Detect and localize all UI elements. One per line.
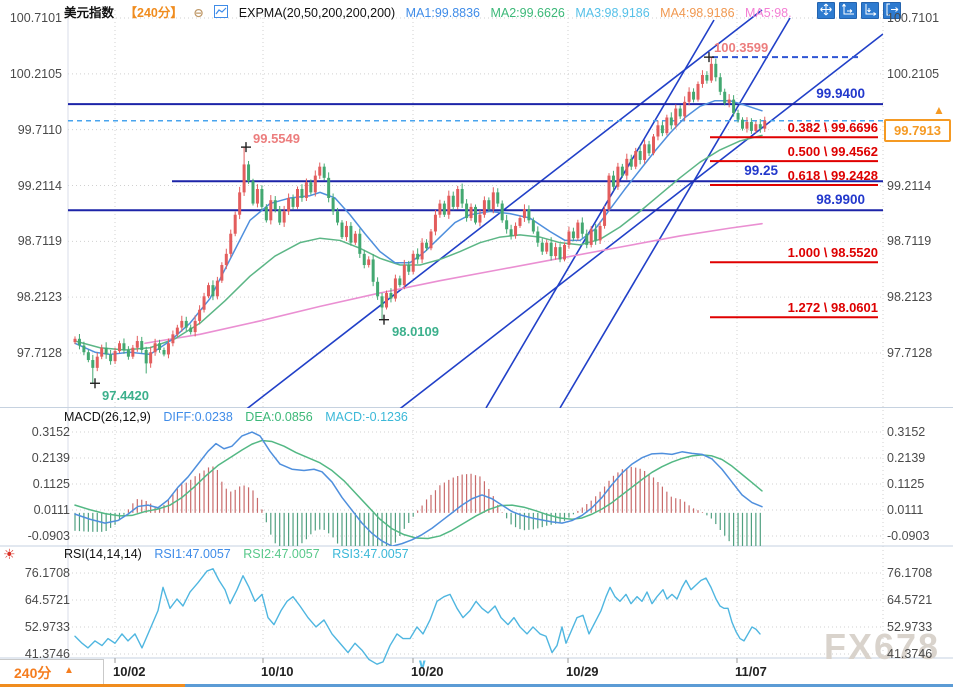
indicator-chart-icon[interactable] (214, 5, 229, 18)
macd-axis-label-left: -0.0903 (27, 529, 70, 543)
watermark: FX678 (824, 626, 941, 667)
rsi-axis-label-left: 76.1708 (24, 566, 70, 580)
ma3-value: MA3:98.9186 (575, 6, 650, 20)
y-axis-label-left: 100.7101 (9, 11, 62, 25)
rsi-header: RSI(14,14,14) RSI1:47.0057 RSI2:47.0057 … (64, 547, 418, 561)
pan-right-icon[interactable] (883, 2, 901, 19)
price-level-label: 99.9400 (816, 86, 865, 102)
bottom-bar-orange (0, 684, 185, 687)
x-axis-date-label: 10/02 (113, 664, 146, 679)
x-axis-date-label: 10/29 (566, 664, 599, 679)
macd-axis-label-left: 0.0111 (33, 503, 70, 517)
macd-name[interactable]: MACD(26,12,9) (64, 410, 151, 424)
fib-level-label: 0.500 \ 99.4562 (787, 144, 878, 160)
price-annotation: 98.0109 (392, 323, 439, 339)
price-level-label: 98.9900 (816, 192, 865, 208)
x-axis-date-label: 11/07 (735, 664, 767, 679)
resistance-label: 100.3599 (714, 40, 769, 56)
zoom-y-axis-icon[interactable] (839, 2, 857, 19)
y-axis-label-right: 98.7119 (887, 234, 932, 249)
y-axis-label-right: 100.7101 (887, 11, 940, 25)
indicator-settings-sun-icon[interactable]: ☀ (3, 546, 16, 562)
price-level-label: 99.25 (744, 163, 778, 179)
chevron-down-icon[interactable]: ∨ (417, 656, 428, 671)
current-price-tag: 99.7913 (884, 119, 951, 142)
rsi2-value: RSI2:47.0057 (243, 547, 320, 561)
chart-header: 美元指数 【240分】 ⊖ EXPMA(20,50,200,200,200) M… (64, 2, 799, 20)
rsi-axis-label-left: 52.9733 (24, 620, 70, 634)
fib-level-label: 1.272 \ 98.0601 (787, 300, 878, 316)
macd-axis-label-right: 0.2139 (887, 450, 926, 465)
y-axis-label-left: 99.7110 (17, 122, 62, 137)
y-axis-label-right: 97.7128 (887, 346, 933, 360)
rsi-axis-label-left: 41.3746 (24, 647, 70, 661)
x-axis-date-label: 10/20 (411, 664, 444, 679)
move-icon[interactable] (817, 2, 835, 19)
fib-level-label: 0.618 \ 99.2428 (787, 168, 878, 183)
ma5-value: MA5:98. (745, 6, 792, 20)
rsi-axis-label-right: 52.9733 (887, 620, 933, 634)
bottom-bar-blue (185, 684, 953, 687)
price-annotation: 99.5549 (253, 131, 300, 147)
macd-header: MACD(26,12,9) DIFF:0.0238 DEA:0.0856 MAC… (64, 410, 417, 424)
macd-axis-label-right: -0.0903 (887, 529, 930, 543)
timeframe-label: 240分 (14, 665, 52, 681)
macd-diff-value: DIFF:0.0238 (163, 410, 233, 424)
macd-macd-value: MACD:-0.1236 (325, 410, 408, 424)
price-annotation: 97.4420 (102, 388, 149, 404)
timeframe-dropdown-arrow-icon: ▲ (64, 665, 74, 676)
ma2-value: MA2:99.6626 (490, 6, 565, 20)
indicator-name[interactable]: EXPMA(20,50,200,200,200) (238, 6, 396, 20)
y-axis-label-left: 99.2114 (17, 178, 62, 193)
price-up-arrow-icon: ▲ (933, 103, 945, 117)
timeframe-button[interactable]: 240分 ▲ (0, 659, 104, 684)
rsi-axis-label-right: 64.5721 (887, 593, 933, 607)
y-axis-label-left: 100.2105 (9, 66, 62, 81)
period-label[interactable]: 【240分】 (124, 6, 183, 20)
macd-axis-label-left: 0.2139 (31, 450, 70, 465)
ma1-value: MA1:99.8836 (405, 6, 480, 20)
macd-axis-label-right: 0.3152 (887, 425, 926, 439)
ma4-value: MA4:98.9186 (660, 6, 735, 20)
y-axis-label-right: 100.2105 (887, 66, 940, 81)
fib-level-label: 0.382 \ 99.6696 (787, 120, 878, 136)
rsi3-value: RSI3:47.0057 (332, 547, 409, 561)
macd-axis-label-right: 0.0111 (887, 503, 924, 517)
rsi-name[interactable]: RSI(14,14,14) (64, 547, 142, 561)
macd-axis-label-left: 0.3152 (31, 425, 70, 439)
fib-level-label: 1.000 \ 98.5520 (787, 245, 878, 261)
y-axis-label-left: 98.7119 (17, 234, 62, 249)
rsi-axis-label-right: 76.1708 (887, 566, 933, 580)
zoom-x-axis-icon[interactable] (861, 2, 879, 19)
y-axis-label-left: 98.2123 (16, 290, 62, 305)
macd-axis-label-right: 0.1125 (887, 476, 925, 491)
macd-axis-label-left: 0.1125 (32, 476, 70, 491)
chart-toolbar (817, 2, 901, 19)
rsi1-value: RSI1:47.0057 (154, 547, 231, 561)
symbol-title: 美元指数 (64, 6, 115, 20)
rsi-axis-label-right: 41.3746 (887, 647, 933, 661)
y-axis-label-right: 98.2123 (887, 290, 933, 305)
x-axis-date-label: 10/10 (261, 664, 294, 679)
y-axis-label-left: 97.7128 (16, 346, 62, 360)
rsi-axis-label-left: 64.5721 (24, 593, 70, 607)
y-axis-label-right: 99.2114 (887, 178, 932, 193)
macd-dea-value: DEA:0.0856 (245, 410, 313, 424)
collapse-circle-icon[interactable]: ⊖ (193, 6, 204, 20)
